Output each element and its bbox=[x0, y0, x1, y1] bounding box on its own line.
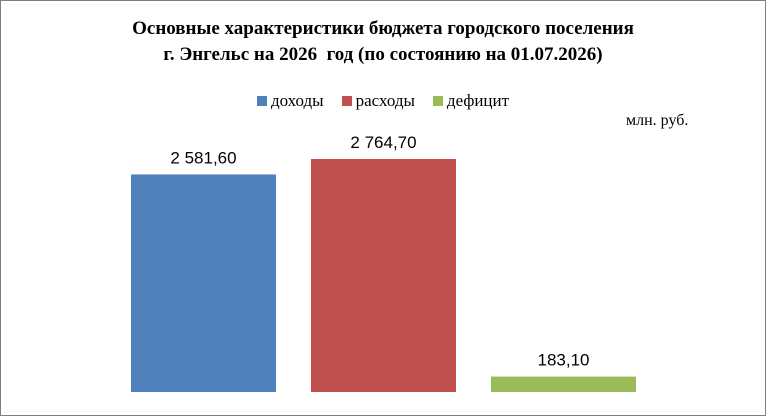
chart-title: Основные характеристики бюджета городско… bbox=[0, 16, 766, 68]
chart-title-line-2: г. Энгельс на 2026 год (по состоянию на … bbox=[163, 44, 603, 65]
bar-deficit bbox=[491, 376, 636, 392]
legend-swatch-income bbox=[256, 96, 267, 106]
legend-label-income: доходы bbox=[270, 91, 324, 110]
legend-item-expenses: расходы bbox=[341, 91, 415, 111]
unit-label: млн. руб. bbox=[626, 112, 689, 129]
data-label-income: 2 581,60 bbox=[170, 148, 236, 167]
bar-expenses bbox=[311, 159, 456, 392]
legend-item-income: доходы bbox=[256, 91, 324, 111]
chart-legend: доходы расходы дефицит bbox=[0, 91, 766, 111]
legend-swatch-expenses bbox=[341, 96, 352, 106]
bar-income bbox=[131, 174, 276, 392]
legend-label-expenses: расходы bbox=[355, 91, 415, 110]
chart-title-line-1: Основные характеристики бюджета городско… bbox=[132, 18, 634, 39]
data-label-deficit: 183,10 bbox=[538, 351, 590, 370]
legend-swatch-deficit bbox=[432, 96, 443, 106]
data-label-expenses: 2 764,70 bbox=[350, 133, 416, 152]
legend-item-deficit: дефицит bbox=[432, 91, 510, 111]
legend-label-deficit: дефицит bbox=[446, 91, 510, 110]
